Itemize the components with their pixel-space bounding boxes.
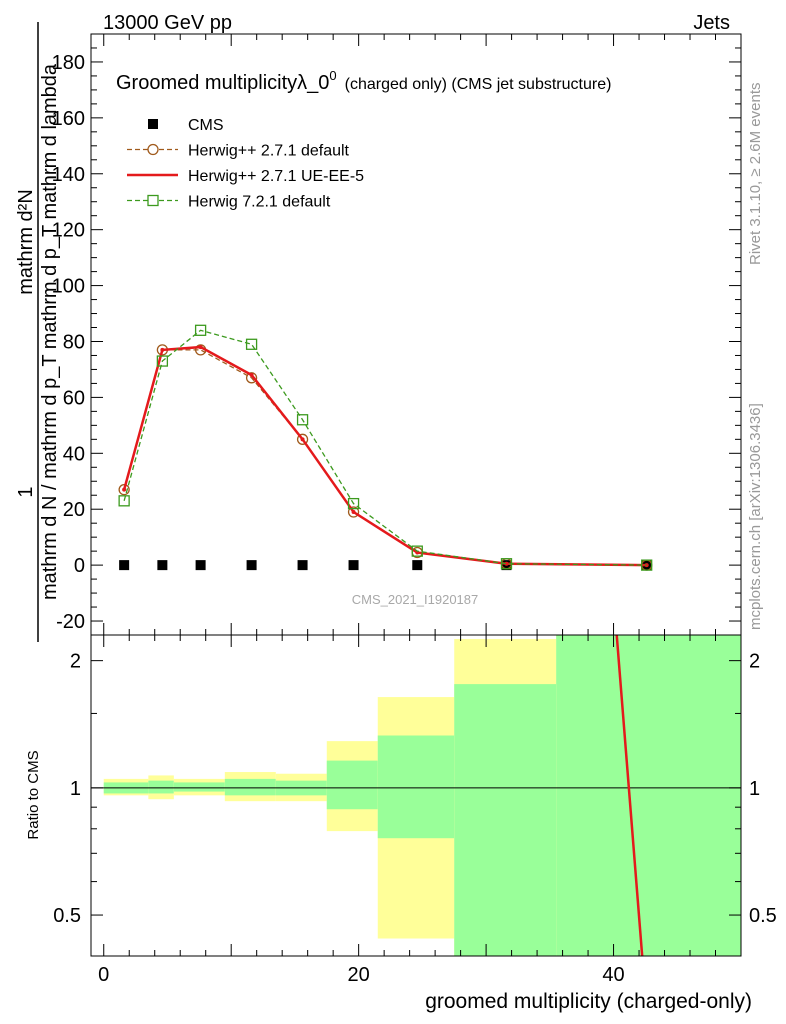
legend-label: Herwig 7.2.1 default [188,194,331,211]
ratio-y-tick-label-right: 1 [749,778,760,800]
ratio-band-green [326,760,378,810]
main-panel: -20 0 20 40 60 80 100 120 140 160 180 [52,33,742,636]
y-axis-label: 1 mathrm d²N mathrm d N / mathrm d p_T m… [15,22,61,642]
ratio-y-tick-label-right: 0.5 [749,905,777,927]
y-tick-label: 0 [74,555,85,577]
ue-ee5-point [249,373,254,378]
herwig7-point [347,497,360,510]
ratio-y-tick-label-right: 2 [749,651,760,673]
ratio-band-green [454,684,557,956]
x-tick-label: 20 [348,964,370,986]
y-tick-label: 160 [52,108,85,130]
ratio-band-green [556,635,741,956]
rivet-version-label: Rivet 3.1.10, ≥ 2.6M events [747,83,764,266]
legend-marker-circle [147,143,159,156]
herwig-default-point [118,483,130,496]
x-tick-label: 0 [98,964,109,986]
ratio-y-tick-label: 1 [70,778,81,800]
ue-ee5-point [122,487,127,492]
herwig7-point [411,545,423,557]
y-label-denominator: mathrm d N / mathrm d p_T mathrm d p_T m… [39,63,61,600]
chart-legend: CMS Herwig++ 2.7.1 default Herwig++ 2.7.1 … [127,117,364,211]
y-tick-label: 140 [52,164,85,186]
chart-title: Groomed multiplicityλ_00 (charged only) (… [116,68,611,94]
mcplots-label: mcplots.cern.ch [arXiv:1306.3436] [747,403,764,630]
cms-point [412,560,423,571]
y-tick-label: 120 [52,220,85,242]
x-tick-label: 40 [602,964,624,986]
legend-marker-square [147,194,159,207]
y-tick-label: 180 [52,52,85,74]
ratio-band-green [377,735,455,839]
ratio-frame [90,634,742,957]
chart-title-suffix: (charged only) (CMS jet substructure) [345,76,612,93]
herwig7-point [641,559,653,571]
header-right: Jets [693,12,730,34]
ratio-panel: 0.5 0.51 12 20 20 40 [53,634,777,986]
ue-ee5-point [351,510,356,515]
ue-ee5-point [160,347,165,352]
y-label-numerator: mathrm d²N [15,189,37,295]
cms-point [246,560,257,571]
chart-title-sup: 0 [329,68,336,83]
herwig7-point [245,338,258,350]
cms-point [157,560,168,571]
y-tick-label: 40 [63,443,85,465]
y-tick-label: 20 [63,499,85,521]
ratio-y-tick-label: 0.5 [53,905,81,927]
herwig7-point [118,495,130,507]
cms-point [297,560,308,571]
herwig7-point [156,355,169,367]
legend-label: Herwig++ 2.7.1 default [188,143,350,160]
herwig-default-point [296,433,309,445]
x-axis-label: groomed multiplicity (charged-only) [425,990,752,1013]
y-label-top: 1 [15,486,37,497]
legend-label: Herwig++ 2.7.1 UE-EE-5 [188,168,364,185]
header-left: 13000 GeV pp [103,12,232,34]
ratio-y-tick-label: 2 [70,651,81,673]
chart-title-main: Groomed multiplicityλ_0 [116,72,329,94]
cms-point [348,560,359,571]
legend-label: CMS [188,117,224,134]
ratio-series-line [615,635,644,956]
herwig-default-point [347,506,360,518]
ratio-y-label: Ratio to CMS [25,750,42,839]
herwig-default-point [245,372,258,384]
cms-point [195,560,206,571]
series-line-3 [123,329,647,566]
y-tick-label: -20 [56,611,85,633]
ratio-band-green [224,778,276,796]
series-line-2 [122,345,647,567]
herwig7-point [500,558,513,570]
ue-ee5-point [504,561,509,566]
y-tick-label: 100 [52,276,85,298]
legend-marker-cms [148,119,158,129]
ue-ee5-point [300,437,305,442]
ratio-band-green [173,782,225,792]
ratio-band-green [148,780,174,794]
herwig7-point [194,324,207,336]
y-tick-label: 80 [63,331,85,353]
herwig7-point [296,414,309,426]
ue-ee5-point [198,345,203,350]
cms-point [119,560,130,571]
y-tick-label: 60 [63,387,85,409]
analysis-watermark: CMS_2021_I1920187 [352,592,479,607]
